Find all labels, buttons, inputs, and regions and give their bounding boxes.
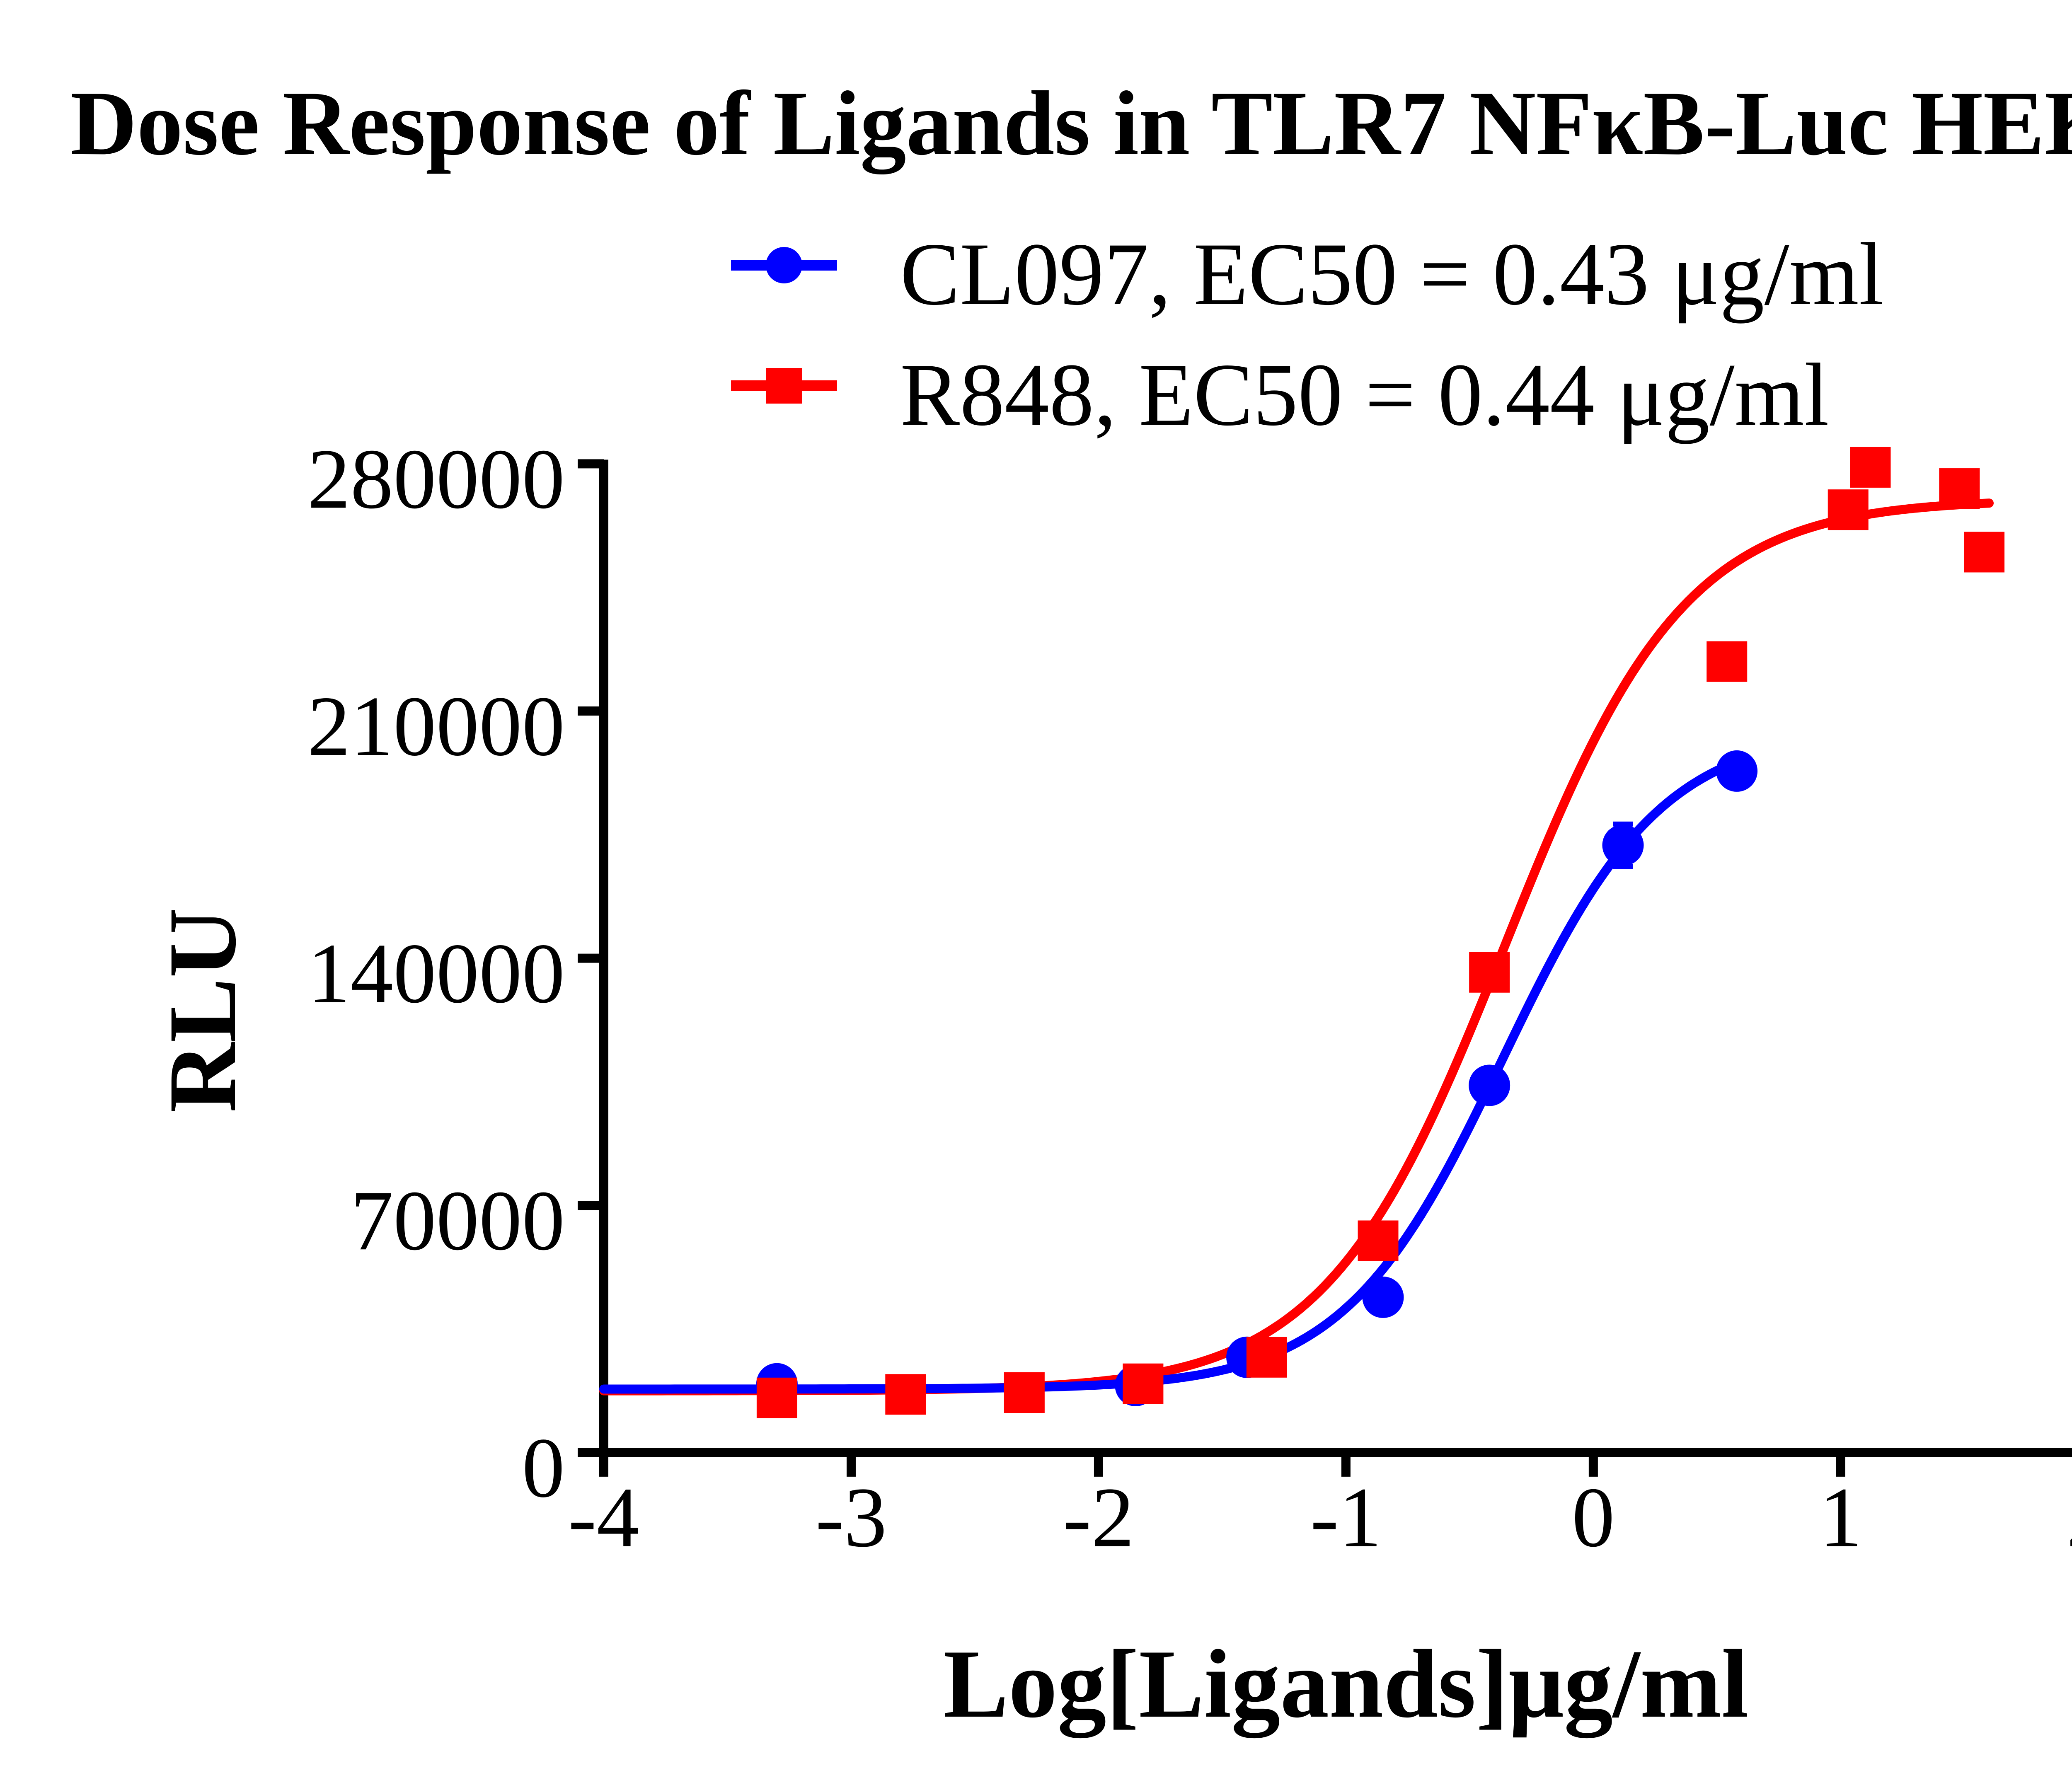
svg-text:210000: 210000 — [307, 679, 565, 774]
svg-text:Dose Response of Ligands in TL: Dose Response of Ligands in TLR7 NFκB-Lu… — [70, 73, 2072, 174]
svg-text:-1: -1 — [1310, 1470, 1382, 1565]
svg-text:-3: -3 — [816, 1470, 887, 1565]
svg-text:Log[Ligands]μg/ml: Log[Ligands]μg/ml — [943, 1630, 1748, 1738]
svg-text:70000: 70000 — [351, 1173, 565, 1268]
svg-text:2: 2 — [2067, 1470, 2072, 1565]
svg-text:0: 0 — [1572, 1470, 1615, 1565]
svg-text:280000: 280000 — [307, 431, 565, 526]
svg-text:RLU: RLU — [148, 908, 256, 1113]
svg-text:-4: -4 — [568, 1470, 639, 1565]
svg-text:140000: 140000 — [307, 926, 565, 1021]
svg-text:-2: -2 — [1063, 1470, 1134, 1565]
svg-text:0: 0 — [522, 1420, 565, 1515]
svg-text:R848, EC50 = 0.44 μg/ml: R848, EC50 = 0.44 μg/ml — [900, 345, 1829, 444]
svg-text:CL097, EC50 = 0.43 μg/ml: CL097, EC50 = 0.43 μg/ml — [900, 225, 1884, 324]
svg-text:1: 1 — [1819, 1470, 1862, 1565]
